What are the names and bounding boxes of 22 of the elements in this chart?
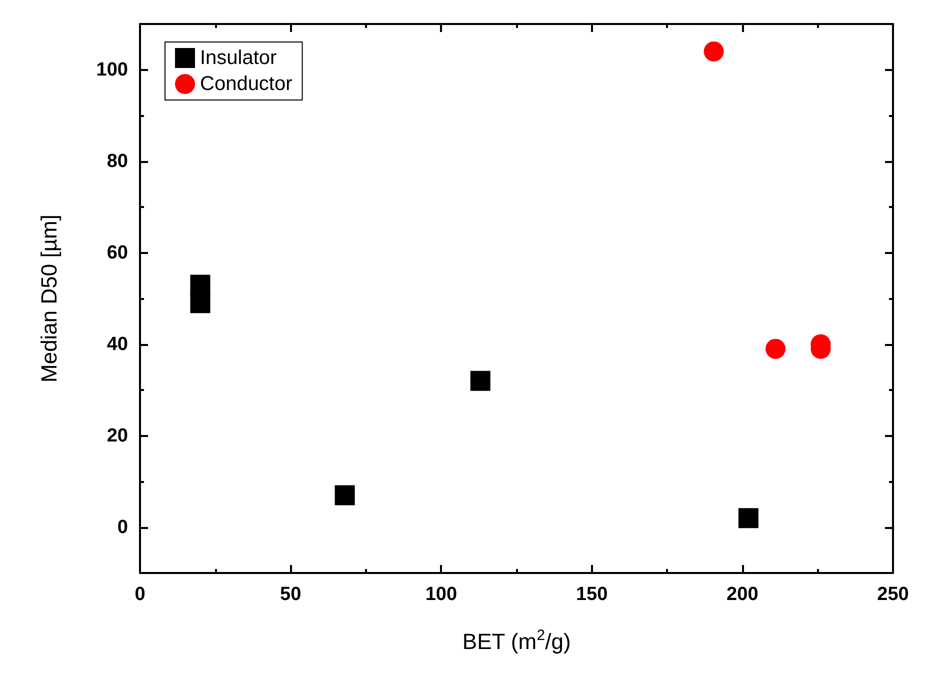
- y-axis-title: Median D50 [µm]: [36, 214, 62, 382]
- x-tick-label: 200: [726, 584, 758, 605]
- y-tick-label: 80: [106, 150, 128, 172]
- point: [334, 485, 355, 506]
- point: [766, 338, 786, 359]
- y-tick-label: 20: [106, 425, 128, 446]
- x-tick-label: 150: [576, 584, 608, 605]
- y-tick-label: 40: [106, 334, 128, 355]
- legend-label: Conductor: [200, 73, 293, 95]
- point: [190, 293, 210, 314]
- x-tick-label: 250: [877, 584, 909, 605]
- y-tick-label: 60: [106, 242, 128, 264]
- y-tick-label: 0: [117, 516, 128, 538]
- point: [738, 508, 758, 528]
- point: [470, 370, 490, 391]
- legend-label: Insulator: [200, 47, 278, 69]
- y-tick-label: 100: [96, 59, 128, 80]
- point: [704, 41, 724, 62]
- point: [190, 274, 210, 295]
- x-tick-label: 50: [280, 584, 302, 605]
- x-tick-label: 0: [134, 584, 146, 605]
- x-tick-label: 100: [425, 584, 458, 605]
